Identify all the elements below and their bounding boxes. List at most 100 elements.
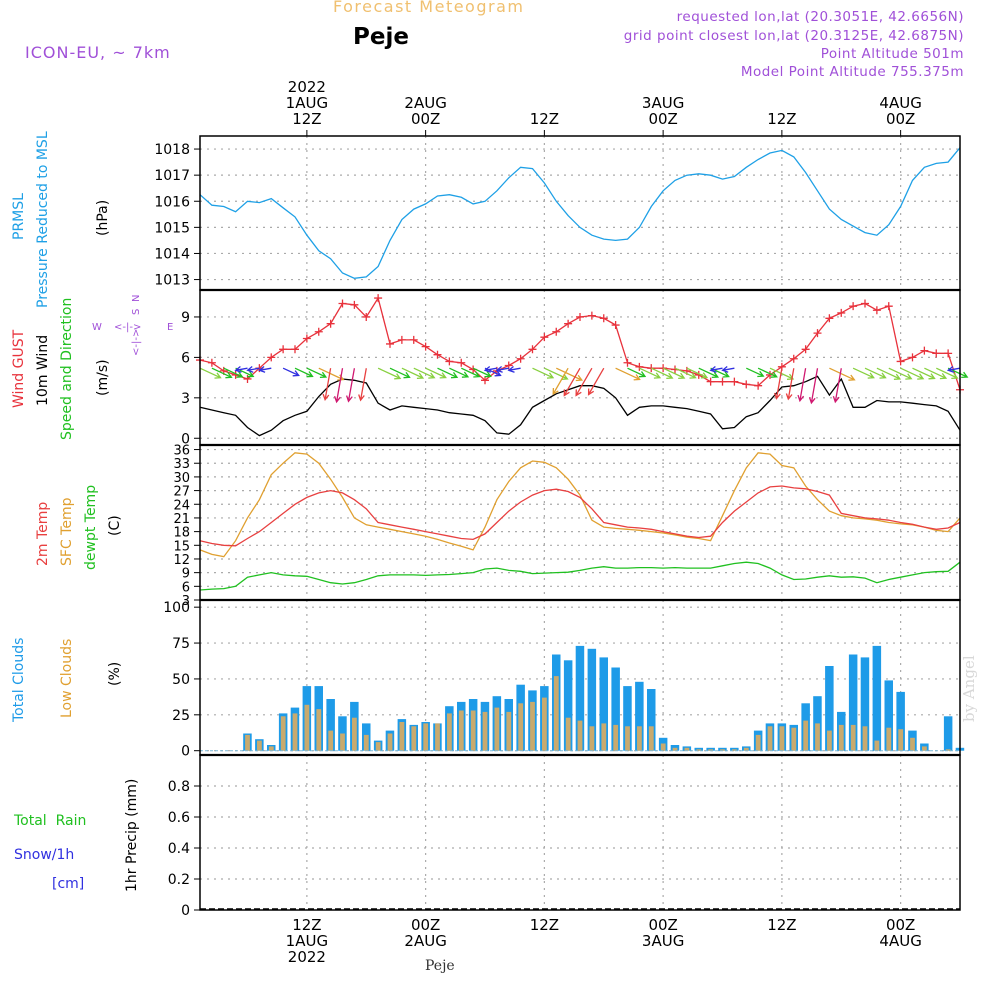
precip-ytick-label-3: 0.6 <box>168 810 190 826</box>
wind-unit-label: (m/s) <box>95 359 111 396</box>
wind-direction-arrow-58 <box>888 367 913 380</box>
wind-direction-arrow-61 <box>924 367 948 380</box>
wind-direction-arrow-30 <box>556 367 584 382</box>
top-time-label-0-0: 2022 <box>288 78 326 96</box>
wind-direction-arrow-26 <box>495 365 509 373</box>
wind-gust-marker-36 <box>623 358 632 367</box>
precip-ytick-label-1: 0.2 <box>168 872 190 888</box>
clouds-ytick-label-4: 100 <box>163 600 190 616</box>
wind-direction-arrow-52 <box>808 368 819 405</box>
total-clouds-bar-42 <box>694 747 703 751</box>
pressure-ytick-label-1: 1014 <box>154 246 190 262</box>
pressure-series-line <box>199 147 961 279</box>
wind-direction-arrow-23 <box>472 367 492 378</box>
low-clouds-bar-51 <box>803 720 809 751</box>
low-clouds-bar-9 <box>304 704 310 751</box>
compass-n: N <box>131 295 142 302</box>
temperature-panel-labels: 2m Temp SFC Temp dewpt Temp (C) <box>35 485 123 570</box>
bottom-time-label-1-1: 2AUG <box>404 932 446 950</box>
low-clouds-bar-44 <box>720 749 725 751</box>
low-clouds-bar-20 <box>435 723 440 751</box>
wind-ytick-label-3: 9 <box>181 310 190 326</box>
low-clouds-bar-43 <box>708 749 714 751</box>
low-clouds-bar-36 <box>625 726 630 751</box>
bottom-time-label-0-0: 12Z <box>292 916 321 934</box>
wind-gust-marker-21 <box>445 357 454 366</box>
wind-gust-marker-35 <box>611 321 620 330</box>
low-clouds-bar-57 <box>874 740 880 751</box>
wind-ytick-label-2: 6 <box>181 350 190 366</box>
wind-gust-marker-52 <box>813 329 822 338</box>
total-clouds-bar-53 <box>825 666 834 751</box>
wind-direction-arrow-59 <box>900 367 925 380</box>
low-clouds-bar-49 <box>779 726 785 751</box>
total-clouds-label: Total Clouds <box>11 638 27 723</box>
low-clouds-bar-27 <box>518 703 524 751</box>
precip-ytick-label-0: 0 <box>181 903 190 919</box>
total-clouds-bar-59 <box>896 691 905 751</box>
total-clouds-bar-36 <box>623 686 632 751</box>
low-clouds-bar-42 <box>696 749 702 751</box>
low-clouds-bar-35 <box>613 724 619 751</box>
clouds-ytick-label-3: 75 <box>172 636 190 652</box>
low-clouds-bar-47 <box>755 734 761 751</box>
total-clouds-bar-37 <box>635 681 644 751</box>
low-clouds-bar-38 <box>648 726 654 751</box>
wind-gust-marker-20 <box>433 350 442 359</box>
temperature-ytick-label-10: 33 <box>173 457 190 472</box>
wind-gust-marker-1 <box>207 358 216 367</box>
pressure-ytick-label-5: 1018 <box>154 142 190 158</box>
wind-direction-arrow-13 <box>345 368 356 403</box>
grid-layer <box>200 136 960 910</box>
wind-gust-marker-8 <box>291 345 299 354</box>
bottom-time-label-5-0: 00Z <box>886 916 915 934</box>
wind-direction-arrow-25 <box>483 365 498 373</box>
precip-panel-labels: Total Rain Snow/1h [cm] 1hr Precip (mm) <box>13 779 140 892</box>
wind-direction-arrow-37 <box>639 367 662 379</box>
low-clouds-bar-29 <box>542 697 547 751</box>
wind-direction-arrow-55 <box>852 367 875 379</box>
prmsl-description-label: Pressure Reduced to MSL <box>35 131 51 308</box>
low-clouds-bar-17 <box>399 722 405 751</box>
wind-direction-arrow-4 <box>234 365 248 373</box>
product-title: Forecast Meteogram <box>333 0 525 16</box>
wind-direction-arrow-34 <box>587 367 605 396</box>
low-clouds-bar-59 <box>898 729 904 751</box>
temperature-ytick-label-0: 3 <box>182 594 190 609</box>
total-clouds-bar-33 <box>587 648 597 751</box>
wind-direction-arrow-54 <box>832 368 842 404</box>
model-name: ICON-EU, ~ 7km <box>25 43 171 62</box>
wind-direction-arrow-49 <box>773 368 783 400</box>
wind-direction-arrow-64 <box>946 365 961 373</box>
wind-gust-marker-24 <box>481 376 489 385</box>
wind-gust-marker-33 <box>587 311 596 320</box>
wind-gust-marker-58 <box>884 302 893 311</box>
wind-gust-marker-62 <box>932 349 941 358</box>
wind10m-series-line <box>199 375 961 437</box>
wind-gust-marker-11 <box>326 319 335 328</box>
wind-gust-marker-38 <box>647 364 656 373</box>
wind-direction-arrow-20 <box>437 367 459 379</box>
wind-direction-arrow-11 <box>322 368 332 402</box>
total-clouds-bar-38 <box>647 689 656 751</box>
bottom-time-label-0-2: 2022 <box>288 948 326 966</box>
total-clouds-bar-56 <box>860 657 870 751</box>
low-clouds-bar-10 <box>316 709 322 751</box>
wind-gust-marker-10 <box>314 327 323 336</box>
wind-gust-marker-32 <box>576 312 584 321</box>
wind-direction-arrow-60 <box>912 367 936 380</box>
pressure-ytick-label-3: 1016 <box>154 194 190 210</box>
wind-gust-marker-18 <box>409 335 418 344</box>
temperature-ytick-label-6: 21 <box>173 512 190 527</box>
pressure-ytick-label-4: 1017 <box>154 168 190 184</box>
total-clouds-bar-57 <box>872 645 882 751</box>
top-time-label-0-1: 1AUG <box>286 94 328 112</box>
low-clouds-bar-46 <box>743 747 749 751</box>
wind-direction-arrow-36 <box>627 367 647 378</box>
total-clouds-bar-44 <box>718 747 727 751</box>
wind-speed-direction-label: Speed and Direction <box>59 298 75 440</box>
total-clouds-bar-43 <box>706 747 715 751</box>
low-clouds-bar-55 <box>850 724 856 751</box>
wind-direction-arrow-32 <box>563 367 581 397</box>
